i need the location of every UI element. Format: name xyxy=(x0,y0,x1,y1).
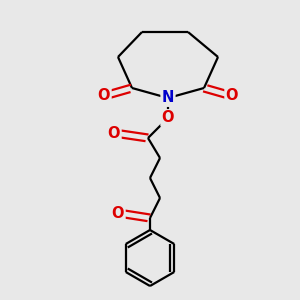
Text: N: N xyxy=(162,91,174,106)
Text: O: O xyxy=(98,88,110,104)
Text: O: O xyxy=(112,206,124,220)
Text: O: O xyxy=(162,110,174,125)
Text: O: O xyxy=(108,125,120,140)
Text: O: O xyxy=(226,88,238,104)
